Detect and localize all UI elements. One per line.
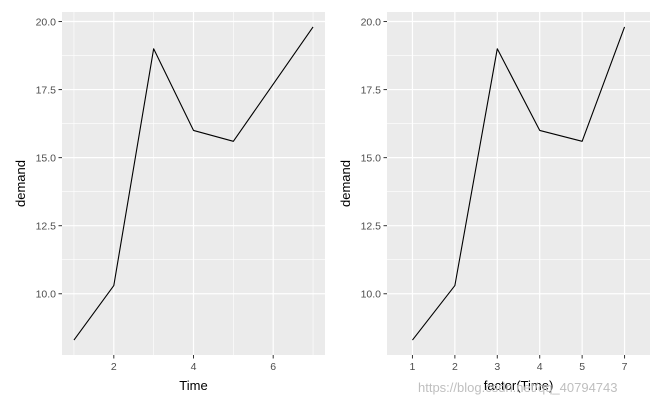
y-tick-label: 20.0 <box>36 16 57 28</box>
y-tick-label: 15.0 <box>361 152 382 164</box>
y-tick-label: 17.5 <box>36 84 57 96</box>
x-tick-label: 2 <box>452 361 458 373</box>
x-tick-label: 6 <box>270 361 276 373</box>
y-tick-label: 12.5 <box>36 220 57 232</box>
series-line <box>73 26 314 341</box>
y-tick-label: 10.0 <box>36 289 57 301</box>
x-axis-title: factor(Time) <box>484 378 554 393</box>
x-tick-label: 3 <box>494 361 500 373</box>
x-tick-label: 5 <box>579 361 585 373</box>
x-tick-label: 1 <box>410 361 416 373</box>
x-axis-title: Time <box>179 378 207 393</box>
y-tick-label: 15.0 <box>36 152 57 164</box>
x-tick-label: 4 <box>537 361 543 373</box>
y-tick-label: 12.5 <box>361 220 382 232</box>
x-tick-label: 7 <box>622 361 628 373</box>
y-tick-label: 20.0 <box>361 16 382 28</box>
series-line <box>412 26 626 341</box>
x-tick-label: 4 <box>191 361 197 373</box>
y-tick-label: 10.0 <box>361 289 382 301</box>
x-tick-label: 2 <box>111 361 117 373</box>
y-axis-title: demand <box>13 160 28 207</box>
panel-background <box>387 12 650 355</box>
watermark: https://blog.csdn.net/qq_40794743 <box>418 380 618 395</box>
y-tick-label: 17.5 <box>361 84 382 96</box>
left-plot: 2 4 6 10.0 12.5 15.0 17.5 20.0 Time demand <box>13 12 325 393</box>
y-axis-title: demand <box>338 160 353 207</box>
right-plot: 1 2 3 4 5 710.012.515.017.520.0 factor(Time) … <box>338 12 650 393</box>
